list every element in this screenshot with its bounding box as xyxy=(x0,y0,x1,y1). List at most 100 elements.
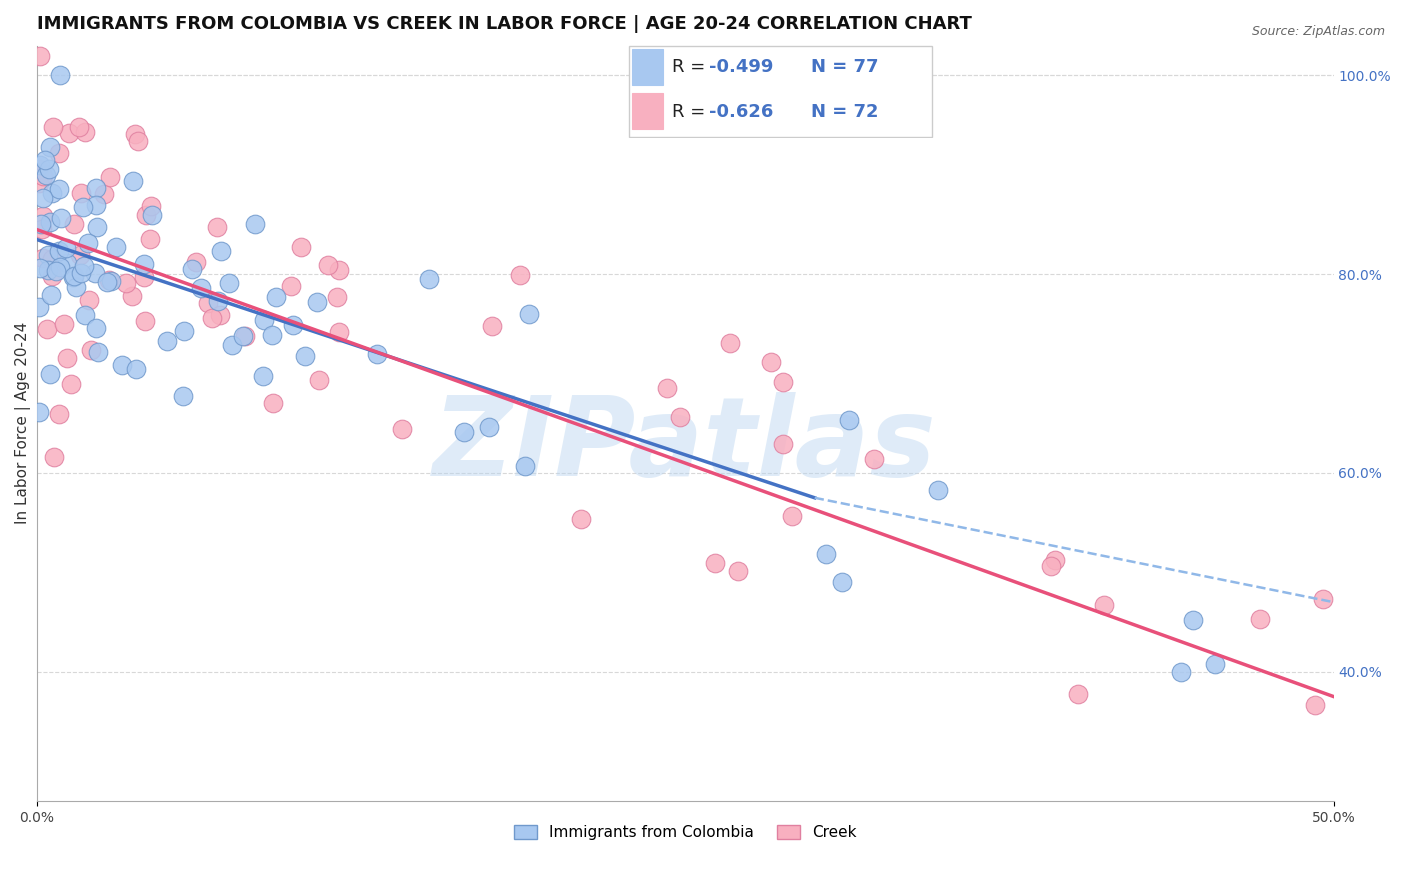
FancyBboxPatch shape xyxy=(628,45,932,137)
Point xyxy=(1303,698,1326,712)
Point xyxy=(32,169,55,184)
Point xyxy=(221,338,243,352)
Y-axis label: In Labor Force | Age 20-24: In Labor Force | Age 20-24 xyxy=(15,322,31,524)
Point xyxy=(32,210,55,224)
Point xyxy=(97,273,120,287)
Point xyxy=(1181,613,1204,627)
Point xyxy=(280,278,302,293)
Point xyxy=(41,252,63,266)
Point xyxy=(197,296,219,310)
Point xyxy=(328,325,350,339)
Point xyxy=(53,317,76,331)
Point xyxy=(42,450,65,464)
Point xyxy=(122,174,145,188)
Point xyxy=(1092,598,1115,612)
Point xyxy=(863,451,886,466)
Text: -0.499: -0.499 xyxy=(709,58,773,76)
Point xyxy=(56,351,79,365)
Point xyxy=(780,508,803,523)
Point xyxy=(260,327,283,342)
Point xyxy=(39,288,62,302)
Point xyxy=(73,259,96,273)
Point xyxy=(32,251,55,265)
Bar xyxy=(631,49,662,85)
Text: -0.626: -0.626 xyxy=(709,103,773,121)
Point xyxy=(48,244,70,258)
Point xyxy=(184,255,207,269)
Point xyxy=(139,199,162,213)
Text: R =: R = xyxy=(672,58,711,76)
Point xyxy=(209,309,232,323)
Point xyxy=(1204,657,1226,671)
Point xyxy=(173,324,195,338)
Point xyxy=(657,381,679,395)
Text: ZIPatlas: ZIPatlas xyxy=(433,392,936,500)
Point xyxy=(72,200,94,214)
Point xyxy=(125,362,148,376)
Text: Source: ZipAtlas.com: Source: ZipAtlas.com xyxy=(1251,25,1385,38)
Point xyxy=(132,257,155,271)
Point xyxy=(28,405,51,419)
Point xyxy=(517,307,540,321)
Point xyxy=(759,355,782,369)
Text: N = 72: N = 72 xyxy=(811,103,879,121)
Point xyxy=(135,209,157,223)
Point xyxy=(48,407,70,421)
Point xyxy=(205,219,228,234)
Point xyxy=(190,280,212,294)
Point xyxy=(127,134,149,148)
Point xyxy=(243,217,266,231)
Point xyxy=(704,556,727,570)
Point xyxy=(28,301,51,315)
Point xyxy=(509,268,531,283)
Point xyxy=(478,420,501,434)
Point xyxy=(134,314,156,328)
Point xyxy=(720,336,742,351)
Point xyxy=(1170,665,1192,679)
Legend: Immigrants from Colombia, Creek: Immigrants from Colombia, Creek xyxy=(508,819,862,847)
Point xyxy=(93,187,115,202)
Point xyxy=(831,575,853,590)
Point xyxy=(252,368,274,383)
Point xyxy=(67,120,90,134)
Point xyxy=(49,211,72,226)
Point xyxy=(201,311,224,326)
Point xyxy=(316,258,339,272)
Point xyxy=(141,208,163,222)
Point xyxy=(37,262,59,277)
Point xyxy=(281,318,304,332)
Point xyxy=(76,235,98,250)
Point xyxy=(927,483,949,497)
Point xyxy=(83,266,105,280)
Point xyxy=(35,169,58,183)
Point xyxy=(49,69,72,83)
Point xyxy=(59,376,82,391)
Point xyxy=(98,170,121,185)
Point xyxy=(37,247,59,261)
Point xyxy=(30,157,52,171)
Point xyxy=(96,275,118,289)
Point xyxy=(513,459,536,474)
Point xyxy=(42,120,65,135)
Point xyxy=(156,334,179,348)
Point xyxy=(32,191,55,205)
Point xyxy=(87,344,110,359)
Point xyxy=(114,276,136,290)
Point xyxy=(326,290,349,304)
Point xyxy=(38,140,60,154)
Point xyxy=(1043,552,1066,566)
Point xyxy=(207,294,229,309)
Point xyxy=(838,413,860,427)
Text: N = 77: N = 77 xyxy=(811,58,879,76)
Point xyxy=(124,127,146,141)
Point xyxy=(30,217,52,231)
Point xyxy=(481,318,503,333)
Point xyxy=(1039,558,1062,573)
Point xyxy=(55,241,77,255)
Point xyxy=(231,329,253,343)
Point xyxy=(38,215,60,229)
Point xyxy=(62,270,84,285)
Point xyxy=(772,376,794,390)
Point xyxy=(28,48,51,62)
Point xyxy=(172,389,194,403)
